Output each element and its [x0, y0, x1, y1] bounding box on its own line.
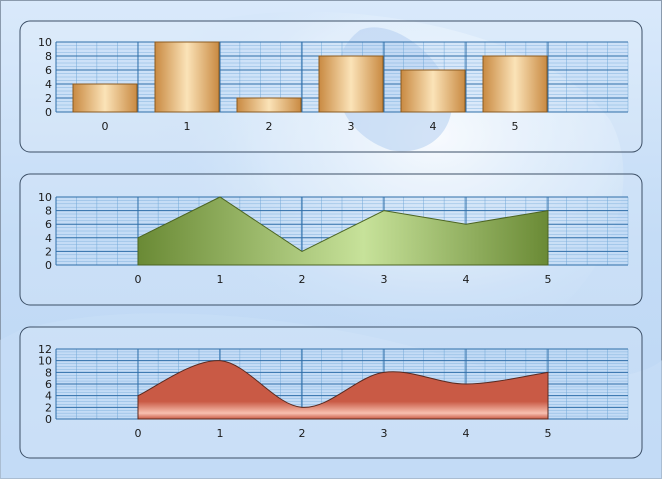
- y-tick-label: 10: [38, 36, 52, 49]
- y-tick-label: 10: [38, 191, 52, 204]
- y-tick-label: 0: [45, 413, 52, 426]
- x-tick-label: 5: [512, 120, 519, 133]
- x-tick-label: 0: [135, 427, 142, 440]
- x-tick-label: 4: [463, 273, 470, 286]
- y-tick-label: 6: [45, 378, 52, 391]
- x-tick-label: 5: [545, 273, 552, 286]
- y-tick-label: 4: [45, 78, 52, 91]
- x-tick-label: 4: [463, 427, 470, 440]
- bar-4: [400, 69, 466, 113]
- bar-3: [318, 55, 384, 113]
- y-tick-label: 8: [45, 50, 52, 63]
- x-tick-label: 3: [381, 273, 388, 286]
- y-tick-label: 6: [45, 64, 52, 77]
- x-tick-label: 5: [545, 427, 552, 440]
- y-tick-label: 6: [45, 218, 52, 231]
- y-tick-label: 8: [45, 366, 52, 379]
- y-tick-label: 4: [45, 390, 52, 403]
- y-tick-label: 4: [45, 232, 52, 245]
- x-tick-label: 0: [102, 120, 109, 133]
- x-tick-label: 1: [184, 120, 191, 133]
- y-tick-label: 2: [45, 92, 52, 105]
- x-tick-label: 2: [266, 120, 273, 133]
- bar-2: [236, 97, 302, 113]
- y-tick-label: 12: [38, 343, 52, 356]
- x-tick-label: 1: [217, 427, 224, 440]
- bar-1: [154, 41, 220, 113]
- x-tick-label: 2: [299, 427, 306, 440]
- x-tick-label: 3: [348, 120, 355, 133]
- x-tick-label: 1: [217, 273, 224, 286]
- x-tick-label: 2: [299, 273, 306, 286]
- smooth-area-series: [137, 360, 549, 420]
- y-tick-label: 0: [45, 106, 52, 119]
- area-series: [137, 196, 549, 266]
- y-tick-label: 2: [45, 401, 52, 414]
- x-tick-label: 0: [135, 273, 142, 286]
- y-tick-label: 8: [45, 205, 52, 218]
- x-tick-label: 4: [430, 120, 437, 133]
- y-tick-label: 0: [45, 259, 52, 272]
- bar-5: [482, 55, 548, 113]
- y-tick-label: 2: [45, 245, 52, 258]
- x-tick-label: 3: [381, 427, 388, 440]
- bar-0: [72, 83, 138, 113]
- y-tick-label: 10: [38, 355, 52, 368]
